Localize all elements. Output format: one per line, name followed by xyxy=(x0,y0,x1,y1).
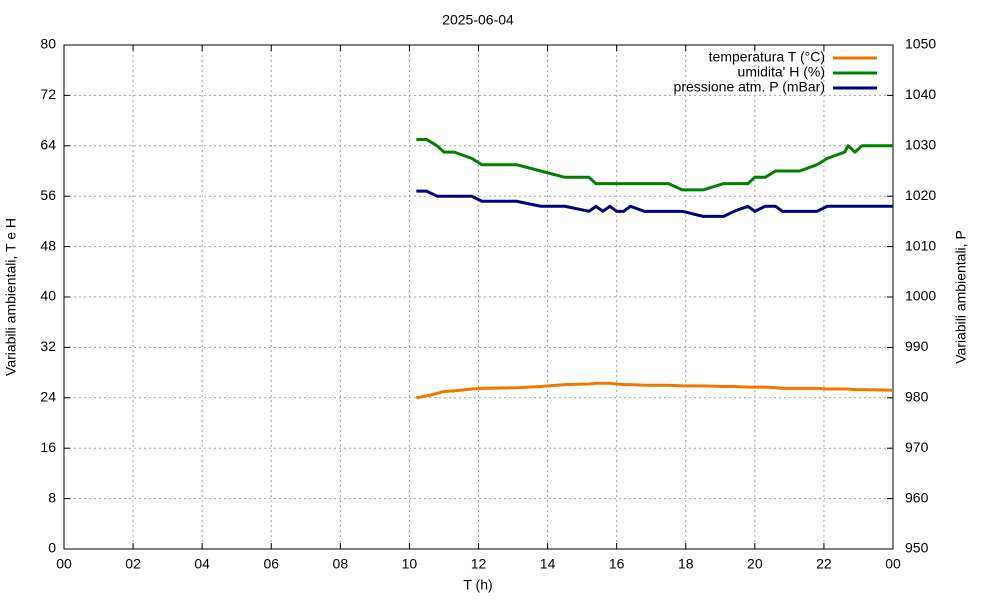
y2-tick-label: 970 xyxy=(905,439,929,455)
y-tick-label: 56 xyxy=(40,187,56,203)
legend-label: umidita' H (%) xyxy=(738,64,825,80)
y-tick-label: 72 xyxy=(40,86,56,102)
y-tick-label: 80 xyxy=(40,36,56,52)
series-line xyxy=(416,138,893,192)
x-tick-label: 20 xyxy=(747,556,763,572)
y2-tick-label: 1040 xyxy=(905,86,936,102)
x-tick-label: 06 xyxy=(263,556,279,572)
y-tick-label: 32 xyxy=(40,338,56,354)
y-axis-label: Variabili ambientali, T e H xyxy=(3,218,19,376)
y-tick-label: 8 xyxy=(48,489,56,505)
y2-tick-label: 960 xyxy=(905,489,929,505)
legend-label: pressione atm. P (mBar) xyxy=(674,79,825,95)
y-tick-label: 40 xyxy=(40,288,56,304)
x-tick-label: 10 xyxy=(402,556,418,572)
y-tick-label: 24 xyxy=(40,389,56,405)
x-tick-label: 12 xyxy=(471,556,487,572)
x-tick-label: 22 xyxy=(816,556,832,572)
x-tick-label: 16 xyxy=(609,556,625,572)
plot-border xyxy=(63,44,894,550)
legend-label: temperatura T (°C) xyxy=(709,49,825,65)
y2-tick-label: 1000 xyxy=(905,288,936,304)
x-tick-label: 08 xyxy=(333,556,349,572)
x-axis-label: T (h) xyxy=(463,577,492,593)
y2-tick-label: 950 xyxy=(905,540,929,556)
y-tick-label: 0 xyxy=(48,540,56,556)
y2-tick-label: 1050 xyxy=(905,36,936,52)
y2-tick-label: 1020 xyxy=(905,187,936,203)
y-tick-label: 48 xyxy=(40,237,56,253)
y-tick-label: 64 xyxy=(40,137,56,153)
x-tick-label: 02 xyxy=(125,556,141,572)
series-line xyxy=(416,381,894,400)
x-tick-label: 00 xyxy=(56,556,72,572)
y-tick-label: 16 xyxy=(40,439,56,455)
y2-tick-label: 980 xyxy=(905,389,929,405)
y2-tick-label: 1030 xyxy=(905,137,936,153)
x-tick-label: 00 xyxy=(885,556,901,572)
x-tick-label: 14 xyxy=(540,556,556,572)
x-tick-label: 04 xyxy=(194,556,210,572)
y2-axis-label: Variabili ambientali, P xyxy=(953,230,969,364)
y2-tick-label: 990 xyxy=(905,338,929,354)
y2-tick-label: 1010 xyxy=(905,237,936,253)
chart-title: 2025-06-04 xyxy=(442,12,514,28)
series-line xyxy=(416,189,893,218)
x-tick-label: 18 xyxy=(678,556,694,572)
